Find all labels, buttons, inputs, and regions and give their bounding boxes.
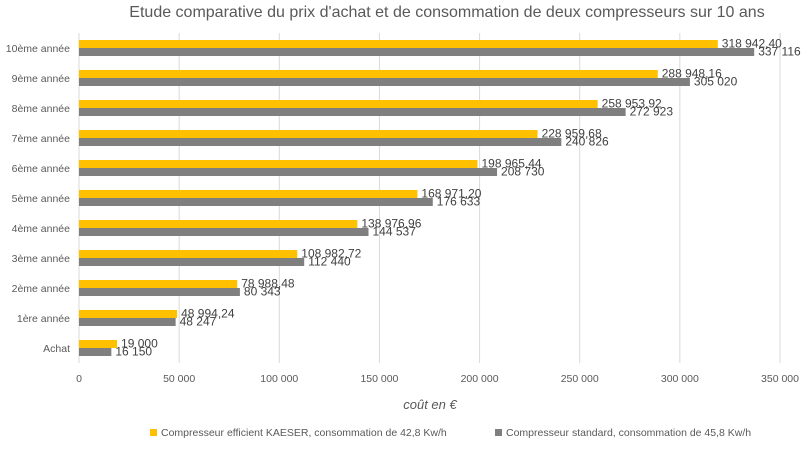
legend-label: Compresseur efficient KAESER, consommati… bbox=[161, 427, 447, 439]
data-label: 144 537 bbox=[372, 225, 416, 239]
category-label: 1ère année bbox=[17, 313, 70, 325]
x-tick-label: 250 000 bbox=[561, 373, 599, 385]
data-label: 168 971,20 bbox=[421, 187, 481, 201]
data-label: 258 953,92 bbox=[602, 97, 662, 111]
category-label: 6ème année bbox=[12, 163, 71, 175]
data-label: 240 826 bbox=[565, 135, 609, 149]
legend-swatch bbox=[495, 429, 502, 436]
data-label: 108 982,72 bbox=[301, 247, 361, 261]
category-label: 10ème année bbox=[6, 43, 70, 55]
bar-efficient bbox=[79, 160, 478, 168]
bar-standard bbox=[79, 288, 240, 296]
data-label: 80 343 bbox=[244, 285, 281, 299]
legend-label: Compresseur standard, consommation de 45… bbox=[506, 427, 751, 439]
data-label: 16 150 bbox=[115, 345, 152, 359]
x-tick-label: 150 000 bbox=[360, 373, 398, 385]
x-axis-title: coût en € bbox=[403, 397, 457, 412]
category-label: 4ème année bbox=[12, 223, 71, 235]
data-label: 112 440 bbox=[308, 255, 351, 269]
bar-efficient bbox=[79, 190, 418, 198]
data-label: 305 020 bbox=[694, 75, 738, 89]
legend: Compresseur efficient KAESER, consommati… bbox=[150, 427, 751, 439]
data-label: 337 116 bbox=[758, 45, 801, 59]
bar-efficient bbox=[79, 280, 238, 288]
data-label: 288 948,16 bbox=[662, 67, 722, 81]
bar-efficient bbox=[79, 40, 718, 48]
category-axis: Achat 1ère année 2ème année 3ème année 4ème … bbox=[6, 43, 70, 355]
legend-swatch bbox=[150, 429, 157, 436]
bars bbox=[79, 40, 755, 356]
data-label: 19 000 bbox=[121, 337, 158, 351]
bar-standard bbox=[79, 168, 498, 176]
x-tick-label: 0 bbox=[76, 373, 82, 385]
data-label: 198 965,44 bbox=[481, 157, 541, 171]
bar-standard bbox=[79, 258, 305, 266]
x-tick-label: 350 000 bbox=[761, 373, 799, 385]
chart-title: Etude comparative du prix d'achat et de … bbox=[129, 4, 764, 21]
category-label: 8ème année bbox=[12, 103, 71, 115]
data-label: 176 633 bbox=[437, 195, 481, 209]
bar-standard bbox=[79, 228, 369, 236]
bar-efficient bbox=[79, 130, 538, 138]
data-label: 318 942,40 bbox=[722, 37, 782, 51]
bar-standard bbox=[79, 138, 562, 146]
data-label: 138 976,96 bbox=[361, 217, 421, 231]
x-tick-label: 300 000 bbox=[661, 373, 699, 385]
data-label: 78 988,48 bbox=[241, 277, 295, 291]
data-label: 48 994,24 bbox=[181, 307, 235, 321]
x-tick-label: 200 000 bbox=[461, 373, 499, 385]
x-tick-label: 100 000 bbox=[260, 373, 298, 385]
bar-efficient bbox=[79, 100, 598, 108]
x-tick-label: 50 000 bbox=[163, 373, 195, 385]
category-label: 3ème année bbox=[12, 253, 71, 265]
data-label: 272 923 bbox=[630, 105, 674, 119]
bar-standard bbox=[79, 318, 176, 326]
category-label: Achat bbox=[43, 343, 70, 355]
category-label: 5ème année bbox=[12, 193, 71, 205]
data-label: 48 247 bbox=[180, 315, 217, 329]
data-label: 228 959,68 bbox=[542, 127, 602, 141]
bar-efficient bbox=[79, 250, 298, 258]
category-label: 7ème année bbox=[12, 133, 71, 145]
bar-standard bbox=[79, 108, 626, 116]
value-axis: 0 50 000 100 000 150 000 200 000 250 000 300 0… bbox=[76, 373, 799, 385]
bar-efficient bbox=[79, 70, 658, 78]
bar-standard bbox=[79, 348, 112, 356]
bar-efficient bbox=[79, 310, 178, 318]
bar-standard bbox=[79, 48, 755, 56]
category-label: 9ème année bbox=[12, 73, 71, 85]
bar-standard bbox=[79, 78, 690, 86]
category-label: 2ème année bbox=[12, 283, 71, 295]
bar-efficient bbox=[79, 220, 358, 228]
data-label: 208 730 bbox=[501, 165, 545, 179]
bar-standard bbox=[79, 198, 433, 206]
bar-efficient bbox=[79, 340, 118, 348]
